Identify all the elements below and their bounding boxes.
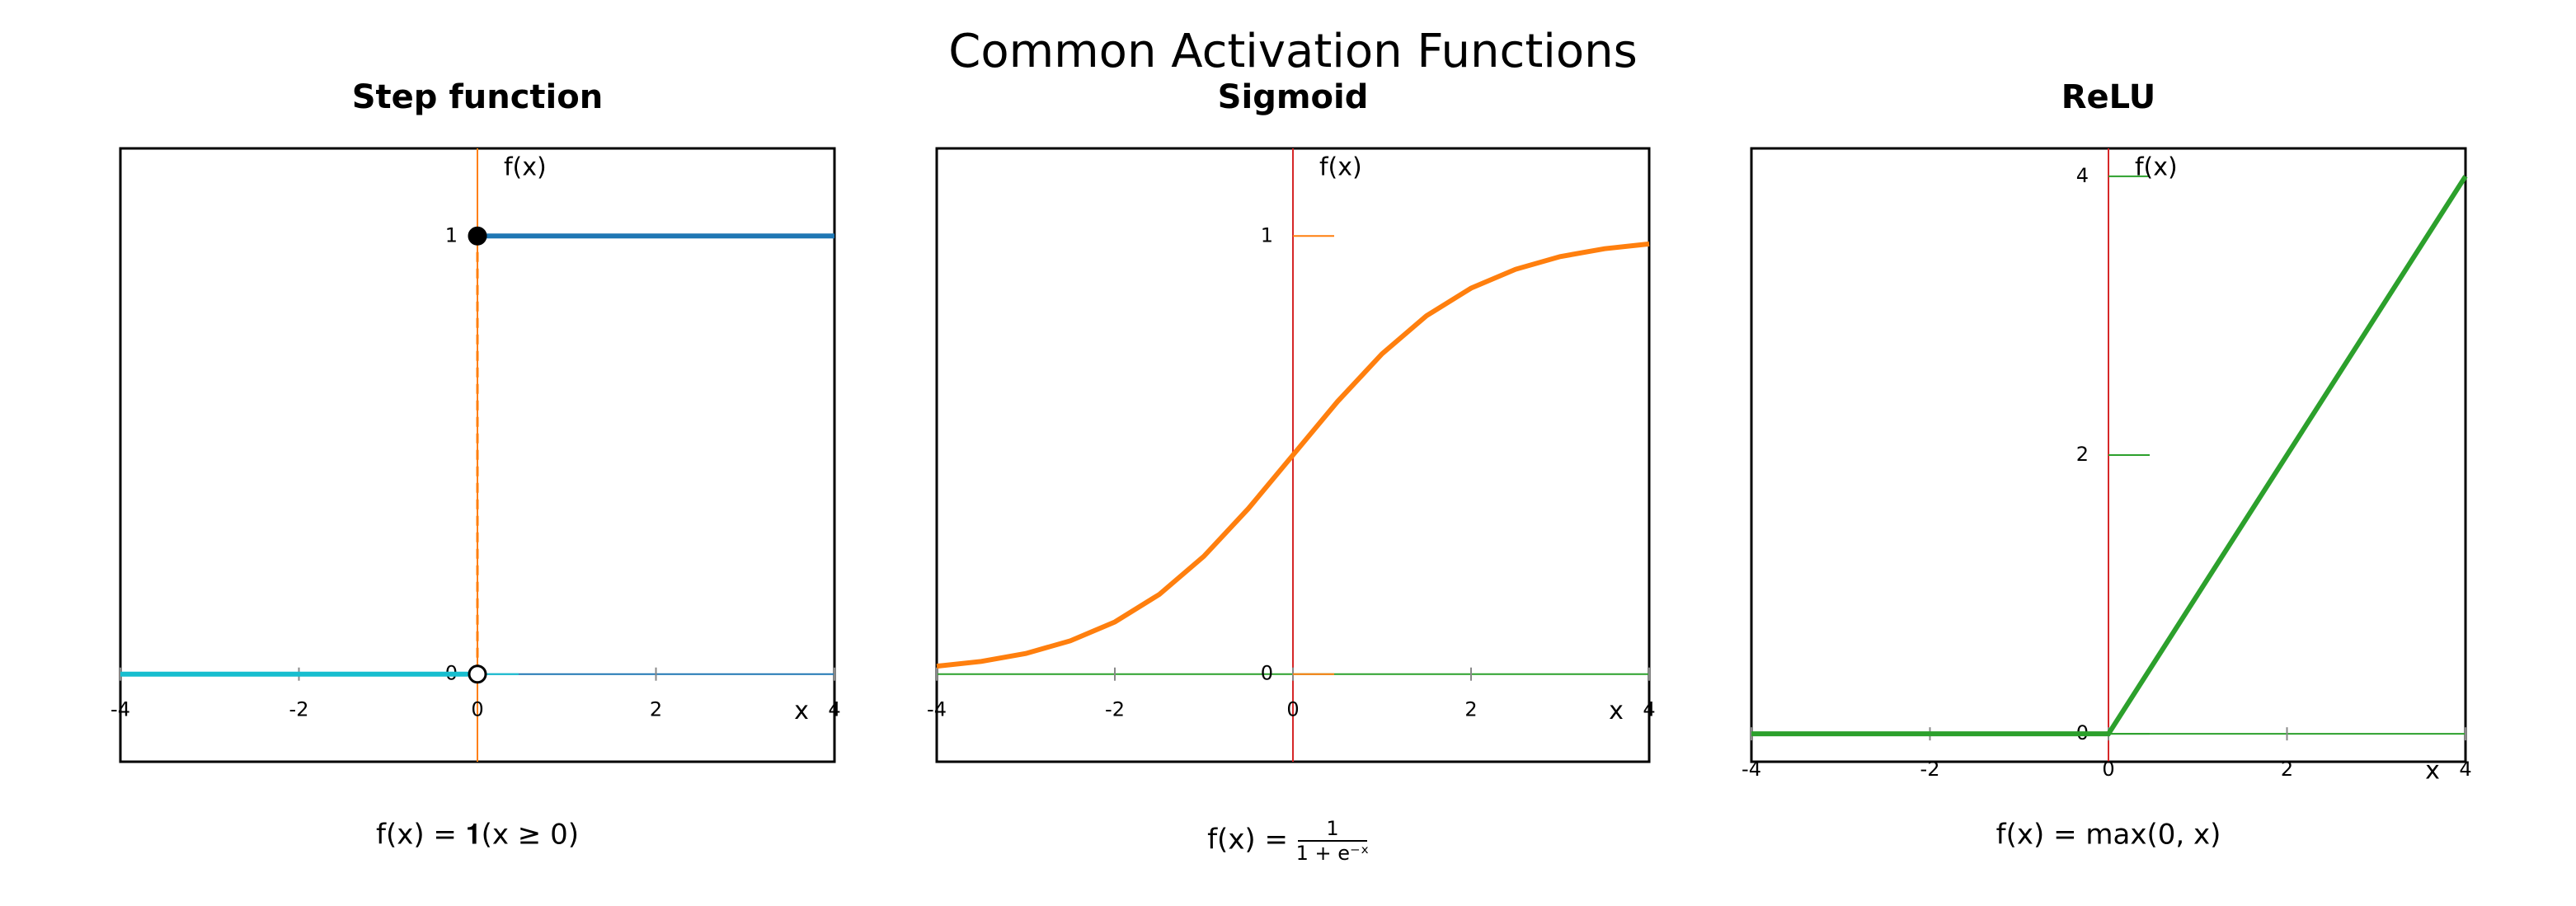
y-tick-label: 1 <box>1261 223 1273 246</box>
y-tick-label: 4 <box>2076 164 2089 187</box>
x-tick-label: 0 <box>1286 698 1299 721</box>
y-axis-label: f(x) <box>1319 153 1362 182</box>
line <box>936 241 1650 669</box>
x-tick-label: 0 <box>471 698 483 721</box>
x-tick-label: -2 <box>1920 758 1940 781</box>
x-tick-label: 2 <box>650 698 662 721</box>
y-axis-label: f(x) <box>504 153 547 182</box>
x-axis-label: x <box>2425 757 2440 786</box>
y-tick-label: 2 <box>2076 443 2089 466</box>
formula: f(x) = max(0, x) <box>1996 819 2221 852</box>
formula-denominator: 1 + e⁻ˣ <box>1296 842 1370 865</box>
chart-title: Step function <box>352 78 603 116</box>
x-tick-label: 4 <box>2459 758 2471 781</box>
x-tick-label: -4 <box>1742 758 1761 781</box>
formula-lhs: f(x) = <box>1207 824 1288 857</box>
x-tick-label: 2 <box>2281 758 2293 781</box>
x-tick-label: -2 <box>1105 698 1125 721</box>
figure-title: Common Activation Functions <box>948 25 1638 78</box>
line <box>1751 175 2468 737</box>
x-tick-label: -2 <box>289 698 309 721</box>
y-tick-label: 1 <box>445 223 458 246</box>
chart-title: ReLU <box>2061 78 2155 116</box>
x-axis-label: x <box>1609 697 1624 725</box>
x-tick-label: 2 <box>1464 698 1477 721</box>
x-tick-label: -4 <box>927 698 947 721</box>
y-axis-label: f(x) <box>2135 153 2178 182</box>
point <box>468 226 487 246</box>
x-tick-label: 4 <box>828 698 840 721</box>
formula: f(x) = 𝟏(x ≥ 0) <box>376 819 579 852</box>
x-tick-label: 0 <box>2102 758 2114 781</box>
x-tick-label: 4 <box>1643 698 1655 721</box>
x-axis-label: x <box>794 697 809 725</box>
formula-numerator: 1 <box>1326 817 1338 840</box>
point <box>468 664 487 684</box>
chart-title: Sigmoid <box>1218 78 1369 116</box>
x-tick-label: -4 <box>110 698 130 721</box>
y-tick-label: 0 <box>1261 662 1273 685</box>
